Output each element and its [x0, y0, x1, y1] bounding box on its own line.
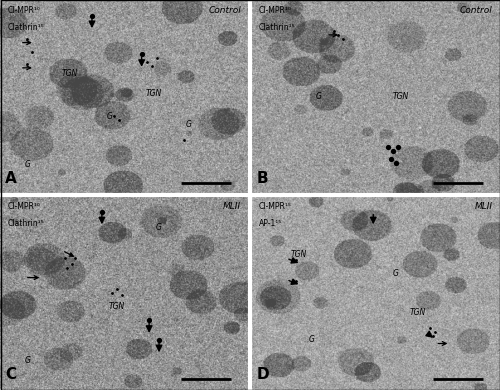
Text: G: G [186, 120, 192, 129]
Text: TGN: TGN [146, 89, 162, 98]
Text: CI-MPR¹⁰: CI-MPR¹⁰ [8, 202, 40, 211]
Text: CI-MPR¹⁰: CI-MPR¹⁰ [8, 6, 40, 15]
Text: Control: Control [460, 6, 492, 15]
Text: TGN: TGN [392, 92, 408, 101]
Text: AP-1¹⁵: AP-1¹⁵ [259, 220, 282, 229]
Text: G: G [24, 356, 30, 365]
Text: MLII: MLII [474, 202, 492, 211]
Text: Clathrin¹⁵: Clathrin¹⁵ [8, 23, 44, 32]
Text: MLII: MLII [223, 202, 241, 211]
Text: G: G [392, 269, 398, 278]
Text: D: D [256, 367, 269, 382]
Text: G: G [106, 112, 112, 121]
Text: Clathrin¹⁵: Clathrin¹⁵ [8, 220, 44, 229]
Text: Clathrin¹⁵: Clathrin¹⁵ [259, 23, 296, 32]
Text: TGN: TGN [108, 302, 125, 311]
Text: G: G [24, 160, 30, 169]
Text: TGN: TGN [62, 69, 78, 78]
Text: G: G [316, 92, 322, 101]
Text: CI-MPR¹⁵: CI-MPR¹⁵ [259, 202, 292, 211]
Text: TGN: TGN [290, 250, 307, 259]
Text: B: B [256, 171, 268, 186]
Text: CI-MPR¹⁰: CI-MPR¹⁰ [259, 6, 292, 15]
Text: TGN: TGN [410, 308, 426, 317]
Text: G: G [308, 335, 314, 344]
Text: A: A [5, 171, 16, 186]
Text: Control: Control [208, 6, 241, 15]
Text: C: C [5, 367, 16, 382]
Text: G: G [156, 223, 162, 232]
